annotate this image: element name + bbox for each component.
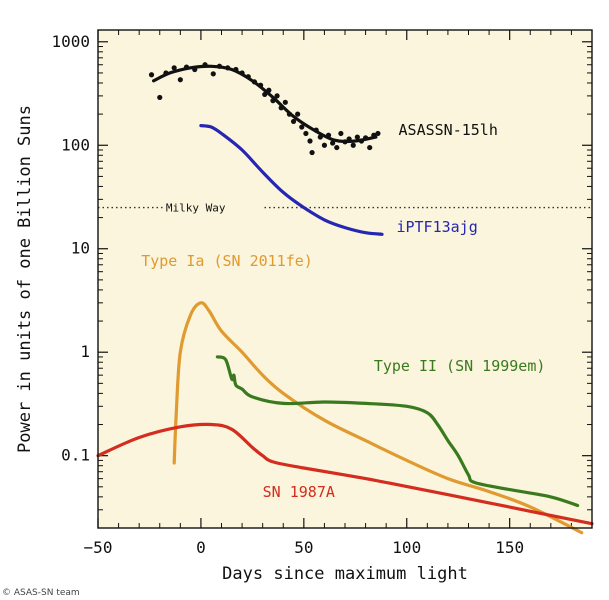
- data-point-asassn-15lh: [210, 71, 216, 77]
- series-label: ASASSN-15lh: [399, 121, 498, 139]
- data-point-asassn-15lh: [171, 65, 177, 71]
- data-point-asassn-15lh: [307, 138, 313, 144]
- data-point-asassn-15lh: [367, 144, 373, 151]
- y-tick-label: 10: [71, 239, 90, 258]
- axes: −50 0 50 100 150 0.1 1 10 100 1000: [51, 30, 592, 557]
- x-tick-label: 50: [294, 538, 313, 557]
- data-point-asassn-15lh: [290, 118, 297, 125]
- data-point-asassn-15lh: [282, 99, 288, 105]
- series-line-iptf13ajg: [199, 124, 384, 236]
- data-point-asassn-15lh: [177, 77, 183, 83]
- milky-way-label-bg: [163, 199, 264, 216]
- milky-way-label: Milky Way: [166, 202, 226, 215]
- data-point-asassn-15lh: [274, 93, 280, 99]
- series-group: [96, 62, 594, 535]
- image-credit: © ASAS-SN team: [2, 588, 80, 598]
- data-point-asassn-15lh: [350, 142, 356, 148]
- y-tick-label: 100: [61, 135, 90, 154]
- data-point-asassn-15lh: [299, 124, 305, 130]
- data-point-asassn-15lh: [309, 149, 315, 156]
- series-line-sn-1987a: [96, 422, 594, 526]
- x-axis-title: Days since maximum light: [222, 564, 468, 584]
- series-labels: ASASSN-15lh iPTF13ajg Type Ia (SN 2011fe) T…: [141, 121, 545, 501]
- data-point-asassn-15lh: [148, 72, 155, 78]
- data-point-asassn-15lh: [338, 130, 344, 137]
- series-label: SN 1987A: [263, 483, 335, 501]
- x-tick-label: 150: [495, 538, 524, 557]
- series-label: Type Ia (SN 2011fe): [141, 252, 313, 270]
- data-point-asassn-15lh: [375, 130, 381, 137]
- data-point-asassn-15lh: [295, 111, 301, 117]
- plot-background: [98, 30, 592, 528]
- x-tick-label: 0: [196, 538, 206, 557]
- data-point-asassn-15lh: [334, 144, 340, 151]
- data-point-asassn-15lh: [303, 130, 309, 137]
- x-tick-label: −50: [84, 538, 113, 557]
- y-tick-label: 1: [80, 342, 90, 361]
- y-tick-label: 0.1: [61, 446, 90, 465]
- series-line-type-ia-sn-2011fe: [172, 301, 584, 535]
- series-line-asassn-15lh: [152, 64, 378, 144]
- reference-line-group: Milky Way: [98, 199, 592, 216]
- data-point-asassn-15lh: [354, 134, 360, 140]
- data-point-asassn-15lh: [330, 140, 336, 146]
- x-tick-label: 100: [392, 538, 421, 557]
- series-line-type-ii-sn-1999em: [215, 355, 580, 508]
- series-label: Type II (SN 1999em): [374, 357, 546, 375]
- y-axis-title: Power in units of one Billion Suns: [15, 105, 35, 453]
- data-point-asassn-15lh: [321, 142, 328, 148]
- y-tick-label: 1000: [51, 32, 90, 51]
- plot-frame: [97, 29, 593, 529]
- series-label: iPTF13ajg: [396, 218, 477, 236]
- data-point-asassn-15lh: [157, 94, 163, 101]
